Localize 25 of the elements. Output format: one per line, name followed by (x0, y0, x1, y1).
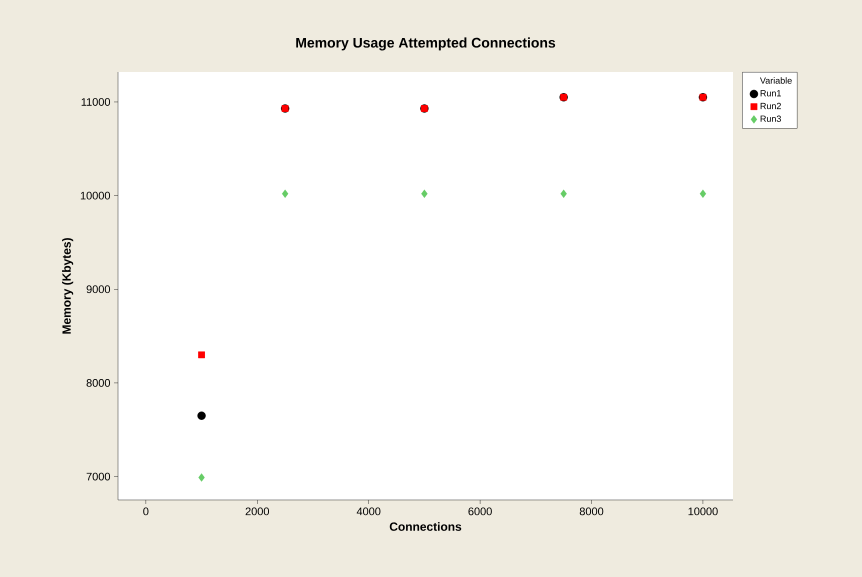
chart-title: Memory Usage Attempted Connections (296, 37, 556, 50)
y-tick-label: 10000 (80, 192, 110, 200)
x-tick-label: 4000 (356, 508, 380, 516)
point (282, 190, 288, 198)
legend-label: Run1 (760, 90, 781, 96)
x-tick-label: 6000 (468, 508, 492, 516)
x-tick-label: 8000 (580, 508, 604, 516)
point (198, 473, 205, 482)
y-tick-label: 9000 (86, 285, 110, 294)
y-axis-title: Memory (Kbytes) (62, 238, 74, 334)
point (560, 190, 567, 198)
x-axis-title: Connections (390, 522, 462, 531)
x-tick-label: 10000 (688, 508, 718, 516)
y-tick-label: 7000 (86, 472, 110, 480)
legend-label: Run3 (760, 116, 781, 122)
point (197, 411, 206, 420)
legend-title: Variable (760, 77, 792, 84)
point (198, 351, 205, 358)
legend-label: Run2 (760, 102, 781, 110)
y-tick-label: 11000 (82, 98, 110, 106)
x-tick-label: 0 (143, 508, 148, 516)
y-tick-label: 8000 (86, 379, 110, 387)
point (421, 190, 428, 198)
x-tick-label: 2000 (246, 508, 270, 516)
point (700, 190, 706, 198)
